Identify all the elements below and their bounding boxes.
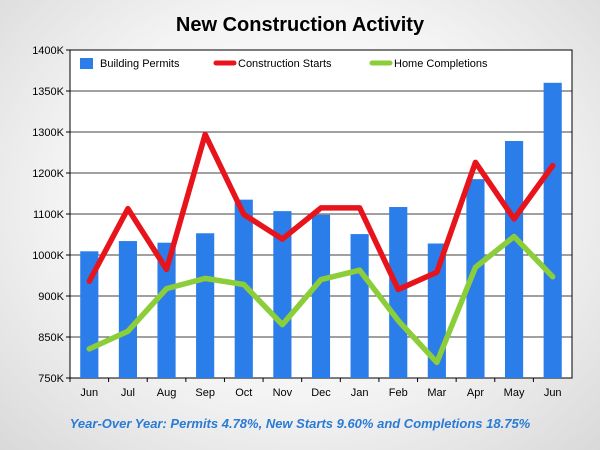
- line-home-completions: [86, 233, 556, 366]
- bar-building-permits-7: [350, 234, 369, 378]
- x-tick-label: Nov: [273, 387, 293, 399]
- y-tick-label: 1400K: [32, 45, 64, 57]
- legend-label-building-permits: Building Permits: [100, 58, 180, 70]
- y-tick-label: 1100K: [33, 209, 65, 221]
- x-tick-label: Jun: [544, 387, 562, 399]
- bar-building-permits-5: [273, 211, 292, 378]
- bar-building-permits-2: [157, 242, 176, 378]
- bar-building-permits-12: [543, 82, 562, 379]
- legend-label-home-completions: Home Completions: [394, 58, 488, 70]
- y-tick-label: 750K: [38, 373, 64, 385]
- x-tick-label: Feb: [389, 387, 408, 399]
- bar-building-permits-8: [389, 207, 408, 378]
- y-tick-label: 1300K: [32, 127, 64, 139]
- x-tick-label: Apr: [467, 387, 484, 399]
- y-tick-label: 1000K: [32, 250, 64, 262]
- legend-swatch-building-permits: [80, 58, 93, 69]
- x-tick-label: Jul: [121, 387, 135, 399]
- y-tick-label: 1200K: [32, 168, 64, 180]
- footer-note: Year-Over Year: Permits 4.78%, New Start…: [69, 416, 531, 431]
- line-construction-starts: [86, 131, 556, 293]
- x-tick-label: Jan: [351, 387, 369, 399]
- legend-label-construction-starts: Construction Starts: [238, 58, 332, 70]
- bar-building-permits-11: [505, 141, 524, 378]
- bar-building-permits-10: [466, 179, 485, 378]
- y-tick-label: 900K: [38, 291, 64, 303]
- bar-building-permits-4: [234, 199, 253, 378]
- x-tick-label: Sep: [195, 387, 215, 399]
- x-tick-label: Jun: [80, 387, 98, 399]
- x-tick-label: Dec: [311, 387, 331, 399]
- x-tick-label: Oct: [235, 387, 252, 399]
- bar-building-permits-6: [311, 214, 331, 378]
- chart-title: New Construction Activity: [175, 14, 425, 36]
- bar-building-permits-1: [118, 241, 137, 378]
- bar-building-permits-3: [196, 233, 215, 378]
- x-tick-label: Mar: [427, 387, 446, 399]
- y-tick-label: 1350K: [32, 86, 64, 98]
- x-tick-label: Aug: [157, 387, 177, 399]
- y-tick-label: 850K: [38, 332, 64, 344]
- x-tick-label: May: [504, 387, 525, 399]
